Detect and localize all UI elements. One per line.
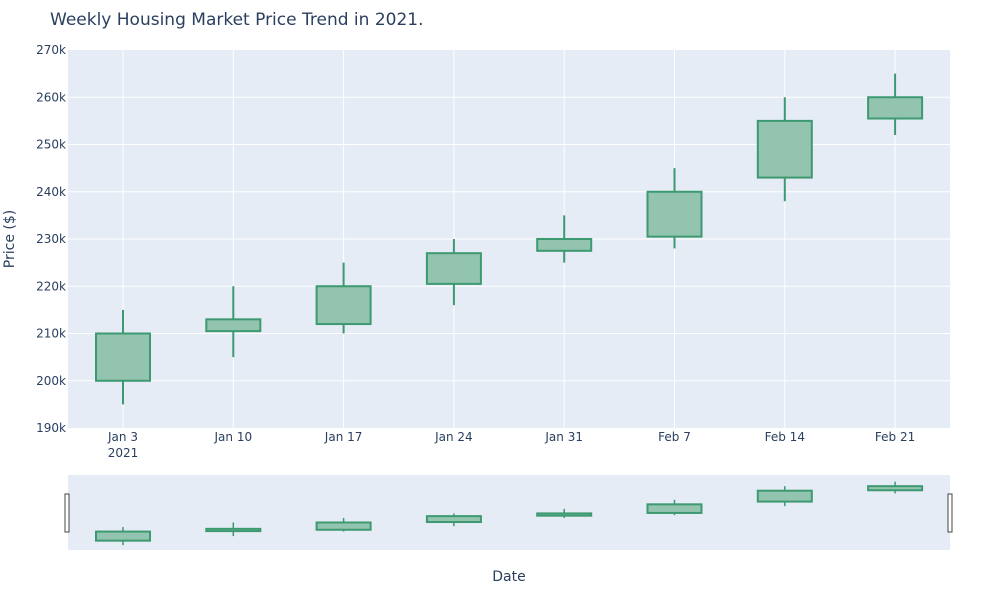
x-tick-label: Jan 31: [544, 430, 583, 444]
chart-title: Weekly Housing Market Price Trend in 202…: [50, 10, 424, 30]
candle-body: [95, 332, 151, 382]
candle: [315, 262, 372, 334]
candle-body: [315, 285, 372, 326]
x-tick-label: Feb 7: [658, 430, 691, 444]
x-tick-label: Jan 3: [107, 430, 138, 444]
candle-body: [646, 190, 703, 238]
candle: [646, 168, 703, 249]
mini-candle-body: [95, 530, 151, 542]
x-axis-title: Date: [492, 569, 525, 585]
candle: [205, 286, 262, 358]
x-tick-label: Jan 17: [324, 430, 363, 444]
mini-candle: [646, 499, 703, 516]
mini-candle: [536, 508, 593, 518]
y-tick-label: 190k: [36, 421, 66, 435]
x-tick-label: Feb 14: [765, 430, 805, 444]
y-tick-label: 210k: [36, 327, 66, 341]
x-tick-label: Feb 21: [875, 430, 915, 444]
mini-candle: [315, 517, 372, 532]
candle: [95, 309, 151, 405]
y-tick-label: 250k: [36, 138, 66, 152]
mini-candle-body: [315, 521, 372, 531]
candle-body: [205, 318, 262, 333]
y-tick-label: 230k: [36, 232, 66, 246]
range-slider[interactable]: [68, 475, 950, 550]
mini-candle-body: [756, 489, 813, 503]
candle: [536, 215, 593, 263]
range-slider-candles: [95, 481, 924, 546]
range-slider-left-handle[interactable]: [64, 493, 70, 533]
mini-candle-body: [646, 503, 703, 514]
y-tick-label: 270k: [36, 43, 66, 57]
mini-candle: [867, 481, 924, 494]
mini-candle: [95, 527, 151, 546]
x-axis-ticks: Jan 3 Jan 10 Jan 17 Jan 24 Jan 31 Feb 7 Feb 14…: [107, 430, 915, 444]
x-year-label: 2021: [108, 446, 139, 460]
candle-body: [536, 238, 593, 252]
mini-candle: [756, 486, 813, 507]
candle: [867, 73, 924, 136]
x-tick-label: Jan 10: [214, 430, 253, 444]
y-tick-label: 200k: [36, 374, 66, 388]
mini-candle-body: [536, 512, 593, 517]
mini-candle-body: [425, 515, 482, 524]
y-axis-ticks: 190k 200k 210k 220k 230k 240k 250k 260k 270k: [36, 43, 66, 435]
y-tick-label: 260k: [36, 90, 66, 104]
mini-candle-body: [205, 527, 262, 533]
y-tick-label: 220k: [36, 279, 66, 293]
candles: [95, 73, 924, 405]
candle-body: [867, 96, 924, 120]
candle: [756, 97, 813, 202]
y-axis-title: Price ($): [2, 210, 18, 268]
x-tick-label: Jan 24: [434, 430, 473, 444]
candle-body: [756, 119, 813, 179]
candle-body: [425, 252, 482, 285]
mini-candle-body: [867, 485, 924, 492]
mini-candle: [425, 513, 482, 527]
mini-candle: [205, 522, 262, 537]
range-slider-right-handle[interactable]: [947, 493, 953, 533]
y-tick-label: 240k: [36, 185, 66, 199]
candle: [425, 239, 482, 306]
